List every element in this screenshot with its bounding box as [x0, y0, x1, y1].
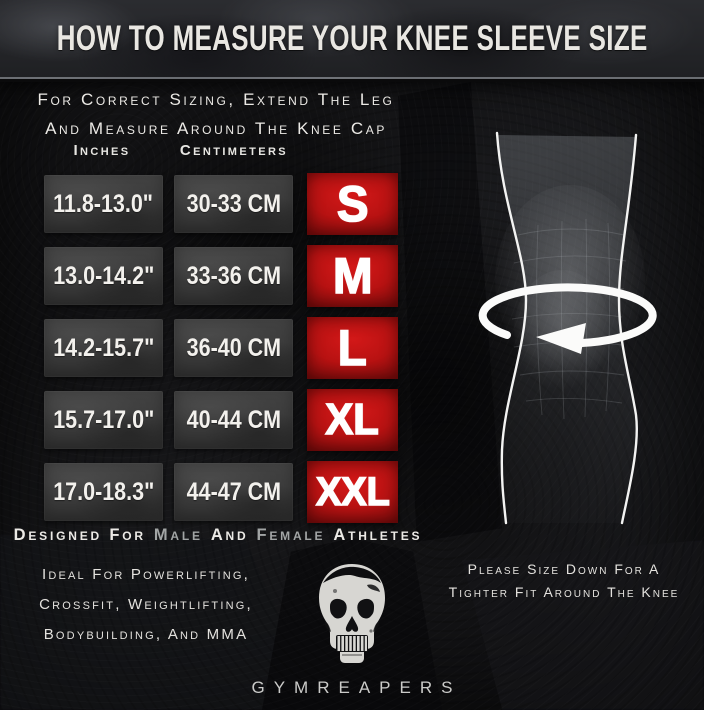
- female-label: Female: [256, 526, 326, 544]
- male-label: Male: [153, 526, 203, 544]
- centimeters-value: 36-40 CM: [186, 333, 281, 362]
- knee-measure-illustration: [478, 131, 657, 525]
- inches-value: 14.2-15.7": [52, 333, 155, 362]
- column-header-centimeters: Centimeters: [179, 142, 289, 159]
- leg-outline-left: [495, 131, 528, 525]
- size-badge-label: S: [336, 176, 369, 232]
- table-row: 14.2-15.7" 36-40 CM L: [0, 317, 704, 379]
- page-title: HOW TO MEASURE YOUR KNEE SLEEVE SIZE: [56, 18, 648, 58]
- designed-for-prefix: Designed For: [13, 526, 146, 544]
- table-row: 17.0-18.3" 44-47 CM XXL: [0, 461, 704, 523]
- sizing-instructions: For Correct Sizing, Extend The Leg And M…: [0, 85, 432, 143]
- size-note-line-1: Please Size Down For A: [467, 561, 661, 577]
- size-badge-label: M: [332, 248, 373, 304]
- size-badge: L: [307, 317, 398, 379]
- size-note-line-2: Tighter Fit Around The Knee: [448, 584, 680, 600]
- size-badge-label: XL: [325, 395, 380, 444]
- designed-for-line: Designed For Male And Female Athletes: [0, 526, 436, 545]
- column-header-inches: Inches: [73, 142, 131, 159]
- designed-for-suffix: Athletes: [333, 526, 423, 544]
- centimeters-value: 30-33 CM: [186, 189, 281, 218]
- size-badge: M: [307, 245, 398, 307]
- header-banner: HOW TO MEASURE YOUR KNEE SLEEVE SIZE: [0, 0, 704, 79]
- ideal-for-line-1: Ideal For Powerlifting,: [41, 566, 251, 583]
- instructions-line-2: And Measure Around The Knee Cap: [45, 119, 387, 138]
- inches-cell: 14.2-15.7": [44, 319, 163, 377]
- centimeters-cell: 30-33 CM: [174, 175, 293, 233]
- table-row: 15.7-17.0" 40-44 CM XL: [0, 389, 704, 451]
- leg-outline-right: [617, 133, 638, 525]
- inches-value: 17.0-18.3": [52, 477, 155, 506]
- size-badge: XXL: [307, 461, 398, 523]
- inches-cell: 11.8-13.0": [44, 175, 163, 233]
- size-badge: XL: [307, 389, 398, 451]
- ideal-for-line-3: Bodybuilding, And MMA: [43, 626, 249, 643]
- inches-cell: 17.0-18.3": [44, 463, 163, 521]
- centimeters-cell: 40-44 CM: [174, 391, 293, 449]
- centimeters-cell: 44-47 CM: [174, 463, 293, 521]
- instructions-line-1: For Correct Sizing, Extend The Leg: [37, 90, 395, 109]
- size-badge: S: [307, 173, 398, 235]
- centimeters-value: 44-47 CM: [186, 477, 281, 506]
- brand-wordmark: GYMREAPERS: [251, 678, 462, 697]
- centimeters-cell: 33-36 CM: [174, 247, 293, 305]
- centimeters-value: 40-44 CM: [186, 405, 281, 434]
- centimeters-value: 33-36 CM: [186, 261, 281, 290]
- inches-cell: 13.0-14.2": [44, 247, 163, 305]
- size-badge-label: L: [337, 320, 368, 376]
- ideal-for-text: Ideal For Powerlifting, Crossfit, Weight…: [0, 560, 292, 650]
- table-row: 13.0-14.2" 33-36 CM M: [0, 245, 704, 307]
- ideal-for-line-2: Crossfit, Weightlifting,: [39, 596, 253, 613]
- size-badge-label: XXL: [315, 470, 390, 514]
- inches-value: 15.7-17.0": [52, 405, 155, 434]
- inches-value: 13.0-14.2": [52, 261, 155, 290]
- centimeters-cell: 36-40 CM: [174, 319, 293, 377]
- inches-value: 11.8-13.0": [53, 189, 154, 218]
- inches-cell: 15.7-17.0": [44, 391, 163, 449]
- size-down-note: Please Size Down For A Tighter Fit Aroun…: [441, 558, 687, 604]
- designed-for-conjunction: And: [210, 526, 249, 544]
- measure-arrow-icon: [478, 283, 657, 354]
- table-row: 11.8-13.0" 30-33 CM S: [0, 173, 704, 235]
- skull-logo-icon: [319, 564, 385, 663]
